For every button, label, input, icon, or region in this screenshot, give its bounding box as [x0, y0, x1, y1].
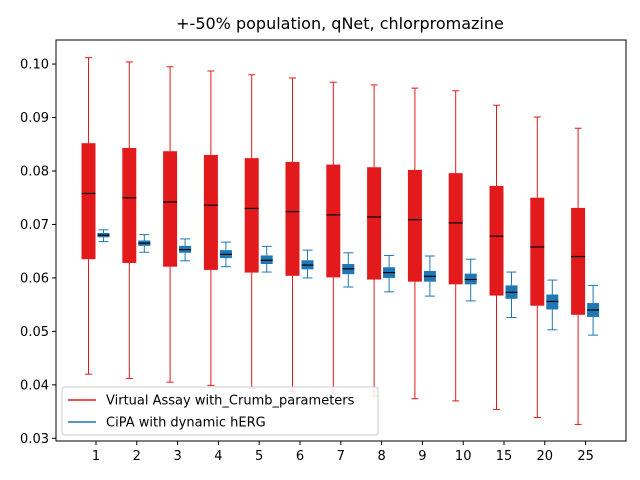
y-tick-label: 0.10 — [20, 58, 49, 73]
box-body — [163, 151, 178, 267]
y-tick-label: 0.07 — [20, 218, 49, 233]
cipa-box-3 — [179, 238, 192, 262]
virtual-assay-box-10 — [448, 90, 463, 402]
cipa-box-15 — [505, 271, 518, 318]
virtual-assay-box-8 — [367, 84, 382, 397]
y-tick-label: 0.04 — [20, 378, 49, 393]
cipa-box-10 — [464, 258, 477, 302]
virtual-assay-box-6 — [285, 77, 300, 392]
y-tick-label: 0.03 — [20, 432, 49, 447]
chart-legend: Virtual Assay with_Crumb_parameters CiPA … — [61, 386, 379, 436]
virtual-assay-box-5 — [244, 74, 259, 390]
x-tick-label: 4 — [214, 449, 222, 464]
box-body — [122, 148, 137, 263]
chart-axes: 0.03 0.04 0.05 0.06 0.07 0.08 0.09 0.10 1 2 3 4 5 6 7 8… — [20, 39, 627, 464]
x-tick-label: 9 — [418, 449, 426, 464]
box-body — [326, 164, 341, 278]
box-body — [81, 143, 96, 260]
box-body — [203, 154, 218, 270]
x-tick-label: 15 — [496, 449, 513, 464]
x-tick-label: 6 — [296, 449, 304, 464]
virtual-assay-box-4 — [203, 70, 218, 386]
y-tick-label: 0.05 — [20, 325, 49, 340]
y-tick-label: 0.06 — [20, 271, 49, 286]
y-tick-label: 0.09 — [20, 111, 49, 126]
x-tick-label: 25 — [577, 449, 594, 464]
box-body — [407, 169, 422, 282]
virtual-assay-box-1 — [81, 57, 96, 375]
x-tick-label: 3 — [173, 449, 181, 464]
box-body — [367, 167, 382, 280]
x-tick-label: 2 — [133, 449, 141, 464]
cipa-box-9 — [423, 255, 436, 297]
virtual-assay-box-15 — [489, 104, 504, 410]
box-body — [571, 207, 586, 315]
x-tick-label: 8 — [377, 449, 385, 464]
box-body — [244, 158, 259, 273]
virtual-assay-box-3 — [163, 66, 178, 383]
box-body — [489, 185, 504, 296]
virtual-assay-box-20 — [530, 116, 545, 418]
cipa-box-4 — [219, 241, 232, 268]
box-body — [285, 161, 300, 276]
cipa-box-5 — [260, 245, 273, 273]
chart-marks — [81, 57, 600, 425]
x-tick-label: 10 — [455, 449, 472, 464]
cipa-box-25 — [587, 284, 600, 336]
cipa-box-8 — [383, 254, 396, 293]
legend-label: Virtual Assay with_Crumb_parameters — [106, 394, 355, 409]
cipa-box-2 — [138, 234, 151, 253]
virtual-assay-box-9 — [407, 87, 422, 400]
virtual-assay-box-25 — [571, 127, 586, 425]
x-tick-label: 1 — [92, 449, 100, 464]
x-tick-label: 20 — [537, 449, 554, 464]
cipa-box-20 — [546, 279, 559, 331]
x-tick-label: 5 — [255, 449, 263, 464]
legend-box — [61, 386, 379, 436]
legend-label: CiPA with dynamic hERG — [106, 416, 266, 431]
cipa-box-6 — [301, 249, 314, 279]
box-body — [530, 197, 545, 306]
box-body — [448, 173, 463, 285]
virtual-assay-box-2 — [122, 61, 137, 379]
cipa-box-1 — [97, 229, 110, 243]
x-tick-label: 7 — [337, 449, 345, 464]
cipa-box-7 — [342, 252, 355, 288]
chart-title: +-50% population, qNet, chlorpromazine — [176, 14, 504, 33]
y-tick-label: 0.08 — [20, 164, 49, 179]
